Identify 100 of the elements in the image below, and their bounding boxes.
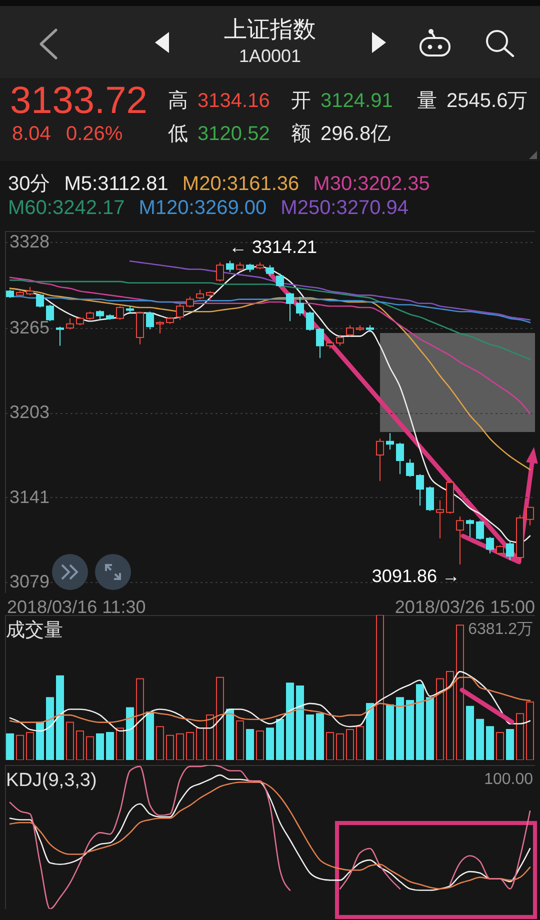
bar <box>266 728 274 760</box>
bar <box>166 734 174 760</box>
text: 量 2545.6万 <box>417 90 528 112</box>
bar <box>446 671 454 760</box>
text: M120:3269.00 <box>138 196 267 220</box>
bar <box>26 732 34 760</box>
bar <box>86 736 94 760</box>
bar <box>6 733 14 760</box>
bar <box>136 678 144 760</box>
bar <box>496 732 504 760</box>
bar <box>296 686 304 760</box>
bar <box>216 676 224 760</box>
candlestick <box>196 289 204 300</box>
bar <box>256 730 264 760</box>
bar <box>156 726 164 760</box>
text: M30:3202.35 <box>313 172 430 196</box>
candlestick <box>426 486 434 512</box>
chart-subtitle: 1A0001 <box>238 46 302 66</box>
bar <box>426 697 434 760</box>
bar <box>226 708 234 760</box>
candlestick <box>316 327 324 359</box>
bar <box>466 706 474 760</box>
bar <box>196 728 204 760</box>
candlestick <box>226 260 234 272</box>
candlestick <box>376 438 384 482</box>
bar <box>326 732 334 760</box>
bar <box>276 718 284 760</box>
candlestick <box>206 290 214 302</box>
bar <box>406 700 414 760</box>
candlestick <box>306 311 314 332</box>
candlestick <box>466 518 474 538</box>
bar <box>56 675 64 760</box>
candlestick <box>346 324 354 337</box>
text: 30分 <box>8 172 50 196</box>
bar <box>36 722 44 760</box>
line-series <box>129 260 531 321</box>
bar <box>146 712 154 760</box>
y-tick-label: 3328 <box>10 231 50 252</box>
bar <box>306 714 314 760</box>
bar <box>526 702 534 760</box>
annotation: 2018/03/16 11:30 <box>7 597 146 617</box>
bar <box>376 615 384 760</box>
bar <box>476 718 484 760</box>
candlestick <box>296 296 304 316</box>
bar <box>286 682 294 760</box>
candlestick <box>146 311 154 330</box>
text: M250:3270.94 <box>280 196 409 220</box>
y-tick-label: 3265 <box>10 317 50 338</box>
text: 高 3134.16 <box>168 90 270 112</box>
candlestick <box>506 540 514 561</box>
text: M5:3112.81 <box>64 172 168 196</box>
candlestick <box>56 326 64 346</box>
candlestick <box>436 500 444 539</box>
bar <box>386 704 394 760</box>
bar <box>246 729 254 760</box>
bar <box>46 697 54 760</box>
candlestick <box>46 304 54 322</box>
text: M20:3161.36 <box>182 172 300 196</box>
bar <box>66 722 74 760</box>
candlestick <box>386 432 394 450</box>
bar <box>186 732 194 760</box>
bar <box>416 684 424 760</box>
bar <box>206 714 214 760</box>
bar <box>316 713 324 760</box>
chart-title: KDJ(9,3,3) <box>6 770 97 791</box>
y-tick-label: 3141 <box>10 486 50 507</box>
candlestick <box>476 520 484 540</box>
bar <box>456 624 464 760</box>
text: M60:3242.17 <box>8 196 125 220</box>
bar <box>356 726 364 760</box>
bar <box>486 726 494 760</box>
bar <box>436 678 444 760</box>
candlestick <box>216 262 224 282</box>
candlestick <box>486 536 494 554</box>
bar <box>16 734 24 760</box>
candlestick <box>396 442 404 475</box>
text: 0.26% <box>66 123 123 145</box>
candlestick <box>266 264 274 277</box>
candlestick <box>406 458 414 478</box>
bar <box>336 733 344 760</box>
bar <box>76 730 84 760</box>
candlestick <box>496 544 504 556</box>
annotation: ← 3314.21 <box>229 237 318 257</box>
candlestick <box>36 293 44 308</box>
candlestick <box>276 272 284 288</box>
candlestick <box>156 320 164 334</box>
bar <box>126 707 134 760</box>
chart-title: 成交量 <box>6 620 63 641</box>
candlestick <box>336 334 344 346</box>
annotation: 100.00 <box>484 771 533 788</box>
candlestick <box>416 474 424 506</box>
bar <box>366 702 374 760</box>
annotation: 3091.86 → <box>372 566 460 586</box>
candlestick <box>186 296 194 308</box>
bar <box>116 728 124 760</box>
y-tick-label: 3203 <box>10 402 50 422</box>
bar <box>396 697 404 760</box>
bar <box>346 729 354 760</box>
bar <box>176 733 184 760</box>
candlestick <box>96 310 104 320</box>
